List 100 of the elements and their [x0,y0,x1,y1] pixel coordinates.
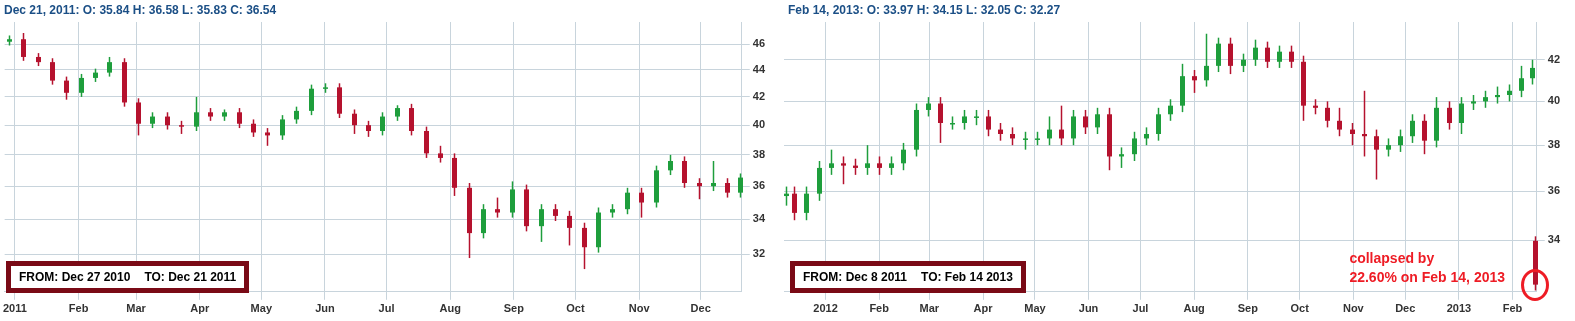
x-tick-label: Jun [1078,302,1099,315]
candlestick [50,57,55,86]
candlestick [1047,115,1052,146]
candlestick [280,114,285,141]
candlestick [1071,109,1076,146]
y-tick-label: 44 [752,63,766,76]
y-tick-label: 38 [752,147,766,160]
x-tick-label: Mar [919,302,940,315]
candlestick [136,97,141,137]
candlestick [567,210,572,247]
candlestick [1447,100,1452,131]
candlestick [64,75,69,101]
chart-subtitle: Feb 14, 2013: O: 33.97 H: 34.15 L: 32.05 C: 32.27 [788,3,1061,17]
candlestick [1241,52,1246,73]
candlestick [865,144,870,176]
candlestick [1398,128,1403,153]
x-tick-label: Jun [315,302,336,315]
candlestick [1192,69,1197,94]
x-tick-label: Apr [190,302,210,315]
candlestick [938,96,943,144]
chart-subtitle: Dec 21, 2011: O: 35.84 H: 36.58 L: 35.83 C: 36.54 [4,3,277,17]
candlestick [1119,146,1124,169]
candlestick [1410,113,1415,144]
candlestick [668,154,673,176]
candlestick [1216,36,1221,73]
x-tick-label: Jul [378,302,395,315]
y-tick-label: 34 [1547,233,1561,246]
candlestick [352,108,357,135]
candlestick [510,180,515,219]
x-tick-label: Feb [869,302,890,315]
candlestick [237,107,242,129]
x-tick-label: May [250,302,273,315]
candlestick [1289,44,1294,69]
candlestick [841,155,846,185]
x-tick-label: Jul [1132,302,1149,315]
x-tick-label: Aug [1183,302,1205,315]
y-tick-label: 36 [752,179,766,192]
candlestick [409,103,414,137]
candlestick [1204,32,1209,88]
annotation: TO: Feb 14 2013 [921,270,1013,284]
candlestick [1095,107,1100,135]
annotation: collapsed by 22.60% on Feb 14, 2013 [1349,250,1506,286]
y-tick-label: 36 [1547,184,1561,197]
x-tick-label: Oct [566,302,585,315]
candlestick [1083,109,1088,135]
candlestick [1530,59,1535,86]
y-tick-label: 46 [752,37,766,50]
candlestick [962,109,967,131]
x-tick-label: Apr [973,302,994,315]
x-tick-label: Mar [126,302,147,315]
candlestick [725,177,730,199]
x-tick-label: Nov [1342,302,1365,315]
candlestick [495,196,500,219]
y-tick-label: 42 [752,89,766,102]
candlestick [1362,90,1367,158]
x-tick-label: Aug [439,302,461,315]
candlestick [1386,137,1391,158]
candlestick [804,185,809,221]
candlestick [792,185,797,221]
x-tick-label: Sep [1237,302,1259,315]
candlestick [1156,107,1161,142]
y-tick-label: 38 [1547,138,1561,151]
candlestick [1459,96,1464,135]
candlestick [1325,100,1330,129]
candlestick [1277,44,1282,69]
annotation: TO: Dec 21 2011 [144,270,237,284]
x-tick-label: Oct [1290,302,1310,315]
y-tick-label: 40 [752,118,766,131]
candlestick [107,56,112,78]
candlestick [829,148,834,176]
candlestick [889,155,894,176]
candlestick [309,83,314,116]
candlestick [901,142,906,171]
y-tick-label: 40 [1547,94,1561,107]
candlestick [1337,107,1342,137]
candlestick [1132,131,1137,162]
candlestick [582,221,587,270]
candlestick [986,109,991,137]
candlestick [1350,122,1355,146]
x-tick-label: Dec [1395,302,1416,315]
candlestick [639,187,644,219]
x-tick-label: Sep [503,302,525,315]
y-tick-label: 32 [752,247,766,260]
candlestick [21,32,26,62]
candlestick [424,125,429,159]
candlestick [1168,98,1173,122]
y-tick-label: 34 [752,212,766,225]
x-tick-label: Dec [690,302,711,315]
candlestick [682,155,687,189]
x-tick-label: May [1024,302,1047,315]
candlestick [1374,128,1379,181]
candlestick [1059,104,1064,146]
candlestick [1519,65,1524,98]
x-tick-label: Feb [1502,302,1523,315]
x-tick-label: 2013 [1446,302,1472,315]
candlestick [926,96,931,118]
candlestick [481,203,486,240]
x-tick-label: 2011 [2,302,27,315]
annotation: FROM: Dec 8 2011 [803,270,908,284]
x-tick-label: Nov [628,302,651,315]
